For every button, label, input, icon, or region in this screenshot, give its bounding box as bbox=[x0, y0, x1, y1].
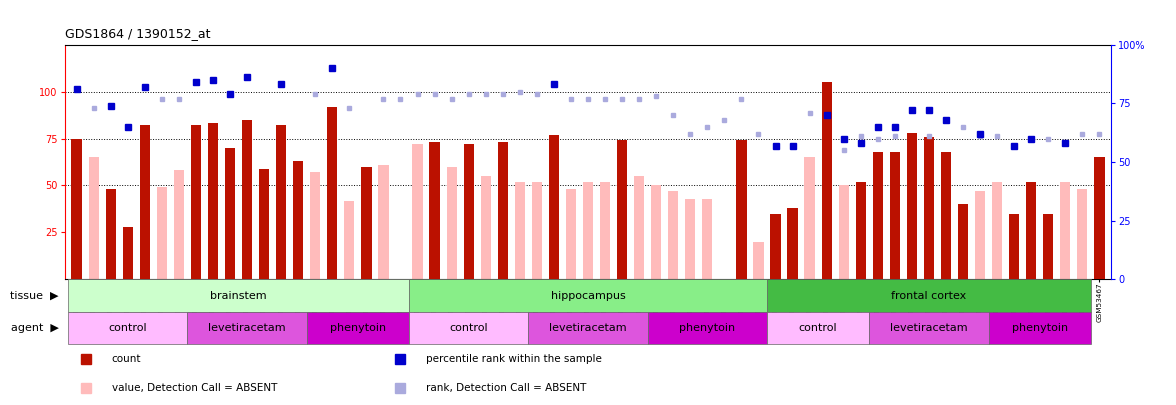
Bar bbox=[583, 182, 593, 279]
Bar bbox=[447, 167, 456, 279]
Bar bbox=[379, 165, 388, 279]
Bar bbox=[686, 198, 695, 279]
Bar bbox=[122, 227, 133, 279]
Text: control: control bbox=[449, 323, 488, 333]
Text: phenytoin: phenytoin bbox=[329, 323, 386, 333]
Text: value, Detection Call = ABSENT: value, Detection Call = ABSENT bbox=[112, 383, 278, 393]
Text: control: control bbox=[108, 323, 147, 333]
Bar bbox=[993, 182, 1002, 279]
Bar bbox=[187, 312, 307, 344]
Bar bbox=[307, 312, 409, 344]
Bar bbox=[345, 200, 354, 279]
Bar bbox=[1009, 214, 1020, 279]
Bar bbox=[140, 126, 149, 279]
Text: levetiracetam: levetiracetam bbox=[890, 323, 968, 333]
Bar bbox=[481, 176, 490, 279]
Bar bbox=[975, 191, 985, 279]
Bar bbox=[174, 171, 183, 279]
Bar bbox=[409, 279, 767, 312]
Bar bbox=[310, 173, 320, 279]
Bar bbox=[1095, 157, 1104, 279]
Bar bbox=[549, 135, 559, 279]
Bar bbox=[648, 312, 767, 344]
Bar bbox=[702, 198, 713, 279]
Text: rank, Detection Call = ABSENT: rank, Detection Call = ABSENT bbox=[426, 383, 586, 393]
Bar bbox=[989, 312, 1091, 344]
Text: levetiracetam: levetiracetam bbox=[549, 323, 627, 333]
Bar bbox=[242, 120, 252, 279]
Bar bbox=[869, 312, 989, 344]
Bar bbox=[528, 312, 648, 344]
Text: agent  ▶: agent ▶ bbox=[11, 323, 59, 333]
Bar bbox=[856, 182, 866, 279]
Bar bbox=[767, 279, 1091, 312]
Bar bbox=[409, 312, 528, 344]
Bar bbox=[924, 136, 934, 279]
Bar bbox=[259, 168, 269, 279]
Text: phenytoin: phenytoin bbox=[680, 323, 735, 333]
Bar bbox=[767, 312, 869, 344]
Bar bbox=[838, 185, 849, 279]
Bar bbox=[327, 107, 338, 279]
Bar bbox=[532, 182, 542, 279]
Text: count: count bbox=[112, 354, 141, 364]
Bar bbox=[652, 185, 661, 279]
Bar bbox=[68, 279, 409, 312]
Bar bbox=[770, 214, 781, 279]
Bar bbox=[106, 189, 115, 279]
Bar bbox=[566, 189, 576, 279]
Bar bbox=[72, 139, 81, 279]
Bar bbox=[191, 126, 201, 279]
Bar bbox=[1027, 182, 1036, 279]
Text: phenytoin: phenytoin bbox=[1011, 323, 1068, 333]
Text: GDS1864 / 1390152_at: GDS1864 / 1390152_at bbox=[65, 28, 211, 40]
Bar bbox=[736, 141, 747, 279]
Bar bbox=[617, 141, 627, 279]
Bar bbox=[68, 312, 187, 344]
Bar bbox=[497, 142, 508, 279]
Text: tissue  ▶: tissue ▶ bbox=[11, 291, 59, 301]
Bar bbox=[225, 148, 235, 279]
Bar bbox=[413, 144, 422, 279]
Bar bbox=[822, 82, 831, 279]
Bar bbox=[754, 242, 763, 279]
Bar bbox=[463, 144, 474, 279]
Bar bbox=[88, 157, 99, 279]
Text: hippocampus: hippocampus bbox=[550, 291, 626, 301]
Text: brainstem: brainstem bbox=[211, 291, 267, 301]
Bar bbox=[1043, 214, 1054, 279]
Bar bbox=[1061, 182, 1070, 279]
Bar bbox=[208, 124, 218, 279]
Bar bbox=[668, 191, 679, 279]
Text: levetiracetam: levetiracetam bbox=[208, 323, 286, 333]
Bar bbox=[634, 176, 644, 279]
Text: frontal cortex: frontal cortex bbox=[891, 291, 967, 301]
Bar bbox=[156, 188, 167, 279]
Bar bbox=[293, 161, 303, 279]
Bar bbox=[941, 151, 951, 279]
Bar bbox=[873, 151, 883, 279]
Bar bbox=[907, 133, 917, 279]
Bar bbox=[804, 157, 815, 279]
Bar bbox=[515, 182, 524, 279]
Bar bbox=[429, 142, 440, 279]
Bar bbox=[958, 204, 968, 279]
Bar bbox=[361, 167, 372, 279]
Bar bbox=[276, 126, 286, 279]
Bar bbox=[890, 151, 900, 279]
Text: control: control bbox=[799, 323, 837, 333]
Text: percentile rank within the sample: percentile rank within the sample bbox=[426, 354, 602, 364]
Bar bbox=[1077, 189, 1088, 279]
Bar bbox=[788, 208, 797, 279]
Bar bbox=[600, 182, 610, 279]
